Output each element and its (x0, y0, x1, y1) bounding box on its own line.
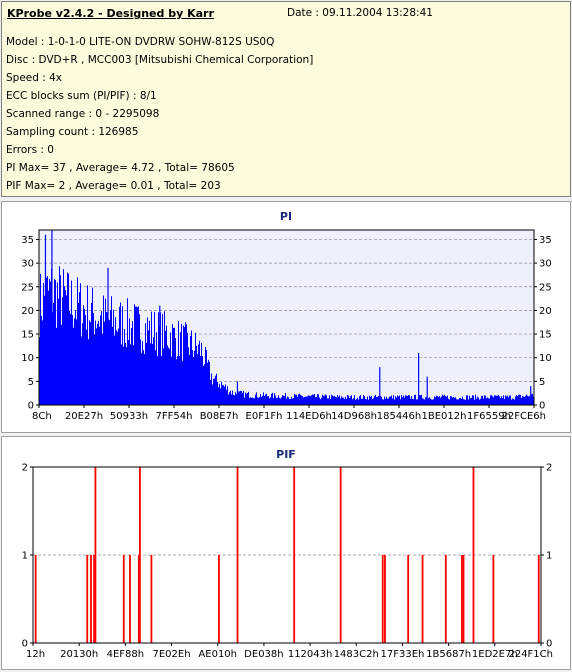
y-tick-label: 10 (21, 353, 34, 364)
speed-line: Speed : 4x (6, 72, 63, 84)
x-tick-label: 1ED2E7h (472, 649, 518, 660)
x-tick-label: 8Ch (32, 411, 52, 422)
y-tick-label-right: 2 (546, 463, 552, 474)
y-tick-label: 1 (22, 551, 28, 562)
model-line: Model : 1-0-1-0 LITE-ON DVDRW SOHW-812S … (6, 36, 275, 48)
x-tick-label: E0F1Fh (246, 411, 283, 422)
app-title: KProbe v2.4.2 - Designed by Karr (7, 7, 214, 20)
x-tick-label: AE010h (198, 649, 237, 660)
y-tick-label-right: 0 (546, 639, 552, 650)
x-tick-label: 1F6559h (467, 411, 511, 422)
x-tick-label: 1BE012h (422, 411, 467, 422)
pi-chart-title: PI (279, 210, 293, 223)
sampling-count-line: Sampling count : 126985 (6, 126, 139, 138)
y-tick-label-right: 10 (539, 353, 552, 364)
x-tick-label: DE038h (244, 649, 283, 660)
x-tick-label: 1483C2h (334, 649, 379, 660)
y-tick-label: 0 (22, 639, 28, 650)
y-tick-label-right: 30 (539, 259, 552, 270)
pif-chart: 0 0 1 1 2 2 12h 20130h 4EF88h 7E02Eh AE010h DE038h 1… (22, 463, 553, 661)
x-tick-label: 185446h (377, 411, 422, 422)
ecc-line: ECC blocks sum (PI/PIF) : 8/1 (6, 90, 157, 102)
y-tick-label: 0 (28, 401, 34, 412)
x-tick-label: 112043h (288, 649, 333, 660)
x-tick-label: 1B5687h (426, 649, 471, 660)
y-tick-label: 30 (21, 259, 34, 270)
x-tick-label: 17F33Eh (381, 649, 425, 660)
x-tick-label: 4EF88h (107, 649, 145, 660)
disc-line: Disc : DVD+R , MCC003 [Mitsubishi Chemic… (6, 54, 314, 66)
y-tick-label-right: 1 (546, 551, 552, 562)
y-tick-label-right: 5 (539, 377, 545, 388)
x-tick-label: 20130h (60, 649, 98, 660)
y-tick-label-right: 20 (539, 306, 552, 317)
x-tick-label: 22FCE6h (502, 411, 546, 422)
x-tick-label: 114ED6h (286, 411, 332, 422)
y-tick-label-right: 15 (539, 330, 552, 341)
errors-line: Errors : 0 (6, 144, 54, 156)
y-tick-label: 35 (21, 235, 34, 246)
scan-date: Date : 09.11.2004 13:28:41 (287, 7, 433, 19)
pi-chart-panel: PI 0 0 5 5 10 10 15 15 20 20 25 25 30 30 35 35 8Ch 20E27h… (1, 201, 571, 433)
x-tick-label: 12h (26, 649, 45, 660)
y-tick-label: 20 (21, 306, 34, 317)
info-panel: KProbe v2.4.2 - Designed by Karr Date : … (1, 1, 571, 197)
x-tick-label: 224F1Ch (508, 649, 553, 660)
y-tick-label-right: 25 (539, 282, 552, 293)
x-tick-label: 14D968h (331, 411, 377, 422)
y-tick-label-right: 0 (539, 401, 545, 412)
pi-summary-line: PI Max= 37 , Average= 4.72 , Total= 7860… (6, 162, 235, 174)
plot-border (32, 466, 542, 644)
plot-area (33, 467, 541, 643)
y-tick-label: 5 (28, 377, 34, 388)
x-tick-label: 50933h (110, 411, 148, 422)
pi-chart: 0 0 5 5 10 10 15 15 20 20 25 25 30 30 35 35 8Ch 20E27h 509… (21, 229, 552, 422)
plot-border (38, 229, 535, 406)
scanned-range-line: Scanned range : 0 - 2295098 (6, 108, 160, 120)
y-tick-label: 2 (22, 463, 28, 474)
pif-chart-panel: PIF 0 0 1 1 2 2 12h 20130h 4EF88h 7E02Eh AE010h DE0… (1, 436, 571, 670)
x-tick-label: B08E7h (200, 411, 239, 422)
x-tick-label: 7E02Eh (153, 649, 191, 660)
y-tick-label: 15 (21, 330, 34, 341)
pi-bars (39, 230, 534, 405)
x-tick-label: 7FF54h (156, 411, 193, 422)
y-tick-label-right: 35 (539, 235, 552, 246)
pif-summary-line: PIF Max= 2 , Average= 0.01 , Total= 203 (6, 180, 221, 192)
y-tick-label: 25 (21, 282, 34, 293)
pif-chart-title: PIF (276, 448, 296, 461)
x-tick-label: 20E27h (65, 411, 103, 422)
